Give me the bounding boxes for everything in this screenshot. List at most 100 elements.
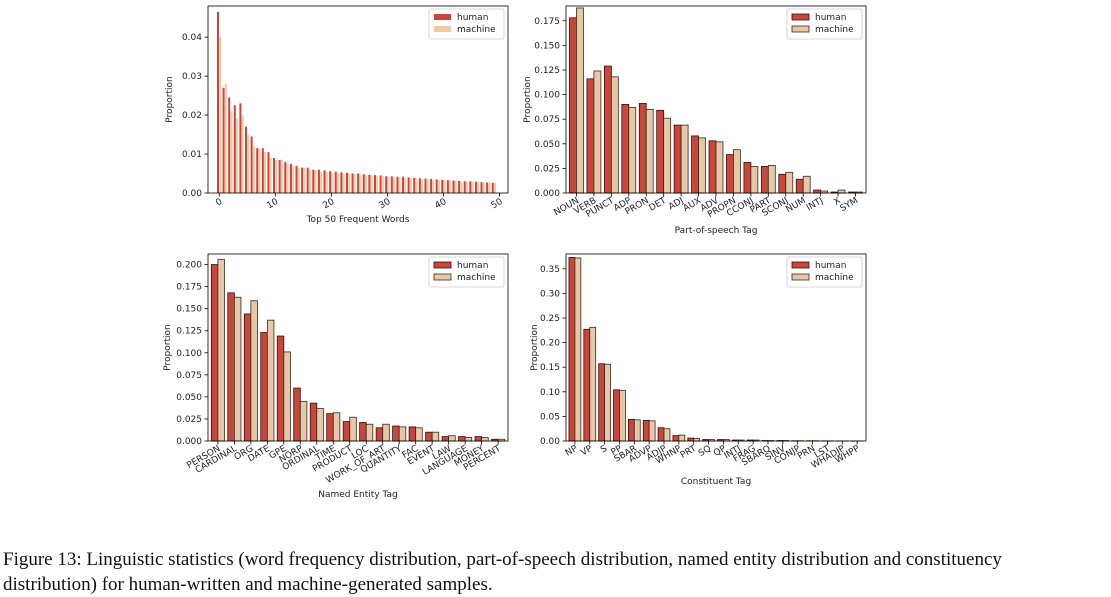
bar-machine-ordinal [317,408,324,441]
bar-machine-30 [387,177,389,193]
bar-machine-15 [303,168,305,193]
y-tick-label: 0.00 [182,189,202,199]
bar-human-3 [234,105,236,193]
bar-machine-24 [354,174,356,193]
x-tick-label: S [599,444,609,456]
y-tick-label: 0.100 [534,91,560,101]
y-tick-label: 0.20 [540,339,560,349]
bar-human-1 [223,88,225,193]
bar-human-39 [436,179,438,193]
bar-machine-quantity [399,427,406,441]
bar-machine-x [838,190,845,193]
bar-machine-money [482,437,489,441]
bar-human-19 [324,170,326,193]
bar-human-norp [294,388,301,441]
bar-human-quantity [393,426,400,441]
bar-machine-1 [225,84,227,193]
y-tick-label: 0.000 [176,437,202,447]
bar-human-sbar [628,419,634,441]
bar-human-org [244,314,251,441]
legend-label-machine: machine [815,273,854,283]
bar-human-25 [357,174,359,193]
x-tick-label: INTJ [805,196,825,213]
bar-machine-num [803,176,810,193]
bar-human-pp [614,390,620,441]
bar-human-cconj [744,162,751,193]
bar-machine-gpe [284,352,291,441]
bar-human-14 [295,166,297,193]
bar-human-gpe [277,336,284,441]
bar-human-13 [290,164,292,193]
bar-human-30 [385,176,387,193]
legend-swatch-human [792,262,809,268]
x-tick-label: 20 [321,197,336,212]
bar-machine-45 [472,182,474,193]
legend-swatch-machine [792,274,809,280]
bar-machine-33 [404,178,406,193]
bar-machine-adp [629,107,636,193]
bar-machine-18 [320,172,322,193]
x-tick-label: SYM [839,196,860,214]
y-tick-label: 0.125 [534,66,560,76]
bar-human-21 [335,172,337,193]
bar-machine-part [768,165,775,193]
bar-machine-49 [494,183,496,193]
bar-human-47 [481,182,483,193]
bar-machine-adv [716,142,723,193]
bar-machine-23 [348,174,350,193]
bar-human-intj [814,190,821,193]
bar-machine-product [350,417,357,441]
bar-machine-21 [337,173,339,193]
bar-machine-16 [309,170,311,193]
bar-human-18 [318,170,320,193]
bar-human-10 [273,158,275,193]
bar-machine-17 [315,170,317,193]
legend-label-machine: machine [457,273,496,283]
bar-human-43 [458,181,460,193]
bar-human-7 [256,148,258,193]
bar-machine-loc [366,424,373,441]
bar-human-44 [464,181,466,193]
bar-machine-44 [466,181,468,193]
y-tick-label: 0.35 [540,265,560,275]
y-tick-label: 0.075 [534,115,560,125]
bar-human-15 [301,168,303,193]
y-tick-label: 0.000 [534,189,560,199]
bar-machine-13 [292,166,294,193]
y-tick-label: 0.00 [540,437,560,447]
y-axis-label: Proportion [165,76,175,122]
bar-machine-org [251,301,258,441]
bar-machine-propn [733,150,740,193]
bar-machine-fac [416,428,423,441]
y-tick-label: 0.05 [540,412,560,422]
bar-machine-41 [449,181,451,193]
bar-machine-0 [219,37,221,193]
bar-human-38 [430,179,432,193]
bar-machine-5 [247,135,249,193]
bar-machine-s [605,364,611,441]
bar-machine-42 [455,181,457,193]
y-tick-label: 0.025 [176,415,202,425]
legend-label-human: human [457,261,488,271]
legend-swatch-human [792,14,809,20]
bar-human-work_of_art [376,428,383,441]
x-tick-label: SQ [697,444,713,459]
bar-human-23 [346,173,348,193]
y-tick-label: 0.10 [540,388,560,398]
bar-human-cardinal [228,293,235,441]
chart-panel-2: 0.0000.0250.0500.0750.1000.1250.1500.175… [523,6,866,236]
bar-human-det [657,110,664,193]
bar-human-48 [486,182,488,193]
bar-human-whnp [673,436,679,441]
bar-machine-whnp [679,435,685,441]
bar-machine-language [465,437,472,441]
bar-human-22 [340,172,342,193]
bar-human-advp [643,420,649,441]
bar-human-vp [584,329,590,441]
x-axis-label: Named Entity Tag [318,490,398,500]
bar-human-sconj [779,174,786,193]
bar-human-24 [352,174,354,193]
bar-machine-40 [444,180,446,193]
bar-human-45 [469,181,471,193]
